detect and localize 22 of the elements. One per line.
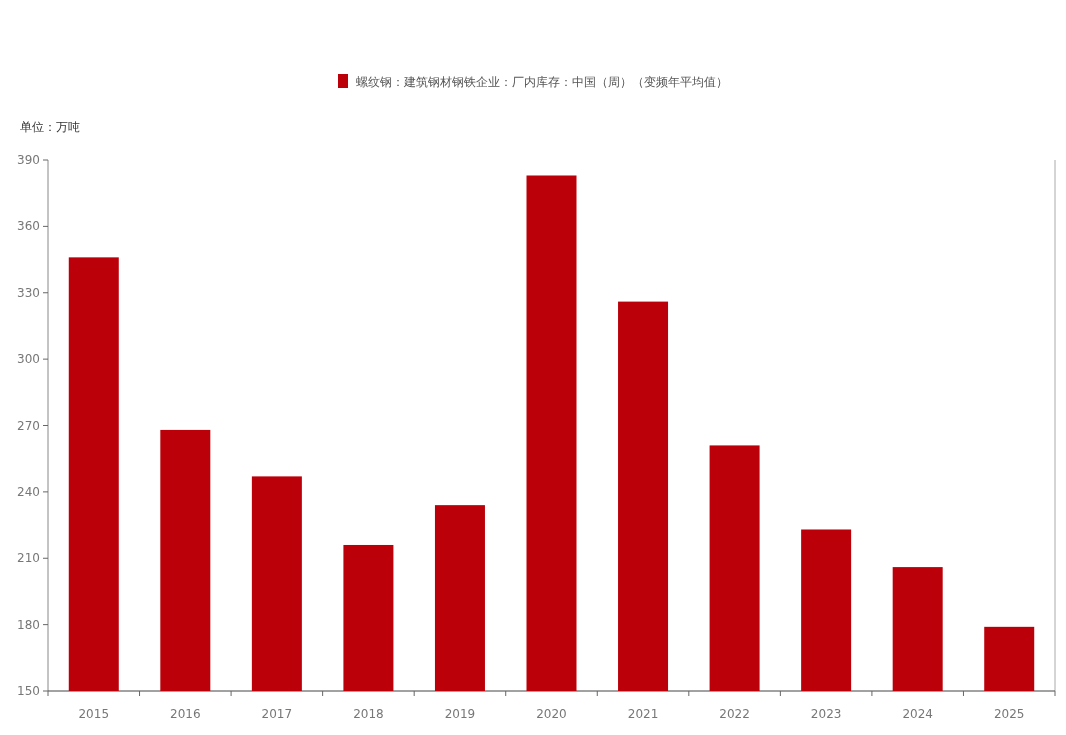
y-axis-title: 单位：万吨 bbox=[20, 120, 80, 134]
x-tick-label: 2025 bbox=[993, 707, 1025, 721]
x-tick-label: 2016 bbox=[170, 707, 201, 721]
y-tick-label: 210 bbox=[17, 551, 40, 566]
y-tick-label: 270 bbox=[17, 418, 40, 433]
x-tick-label: 2018 bbox=[353, 707, 384, 721]
x-tick-label: 2015 bbox=[78, 707, 110, 721]
legend-label: 螺纹钢：建筑钢材钢铁企业：厂内库存：中国（周）（变频年平均值） bbox=[356, 75, 728, 89]
y-tick-label: 390 bbox=[17, 153, 40, 167]
x-tick-label: 2020 bbox=[536, 707, 567, 721]
y-tick-label: 150 bbox=[17, 684, 40, 698]
x-tick-label: 2022 bbox=[719, 707, 750, 721]
y-tick-label: 240 bbox=[17, 484, 40, 499]
x-tick-label: 2024 bbox=[902, 707, 933, 721]
y-tick-label: 300 bbox=[17, 352, 40, 367]
y-tick-label: 360 bbox=[17, 219, 40, 234]
y-tick-label: 180 bbox=[17, 617, 40, 632]
x-tick-label: 2021 bbox=[627, 707, 659, 721]
x-tick-label: 2017 bbox=[261, 707, 293, 721]
x-tick-label: 2023 bbox=[810, 707, 842, 721]
y-tick-label: 330 bbox=[17, 285, 40, 300]
x-tick-label: 2019 bbox=[444, 707, 476, 721]
